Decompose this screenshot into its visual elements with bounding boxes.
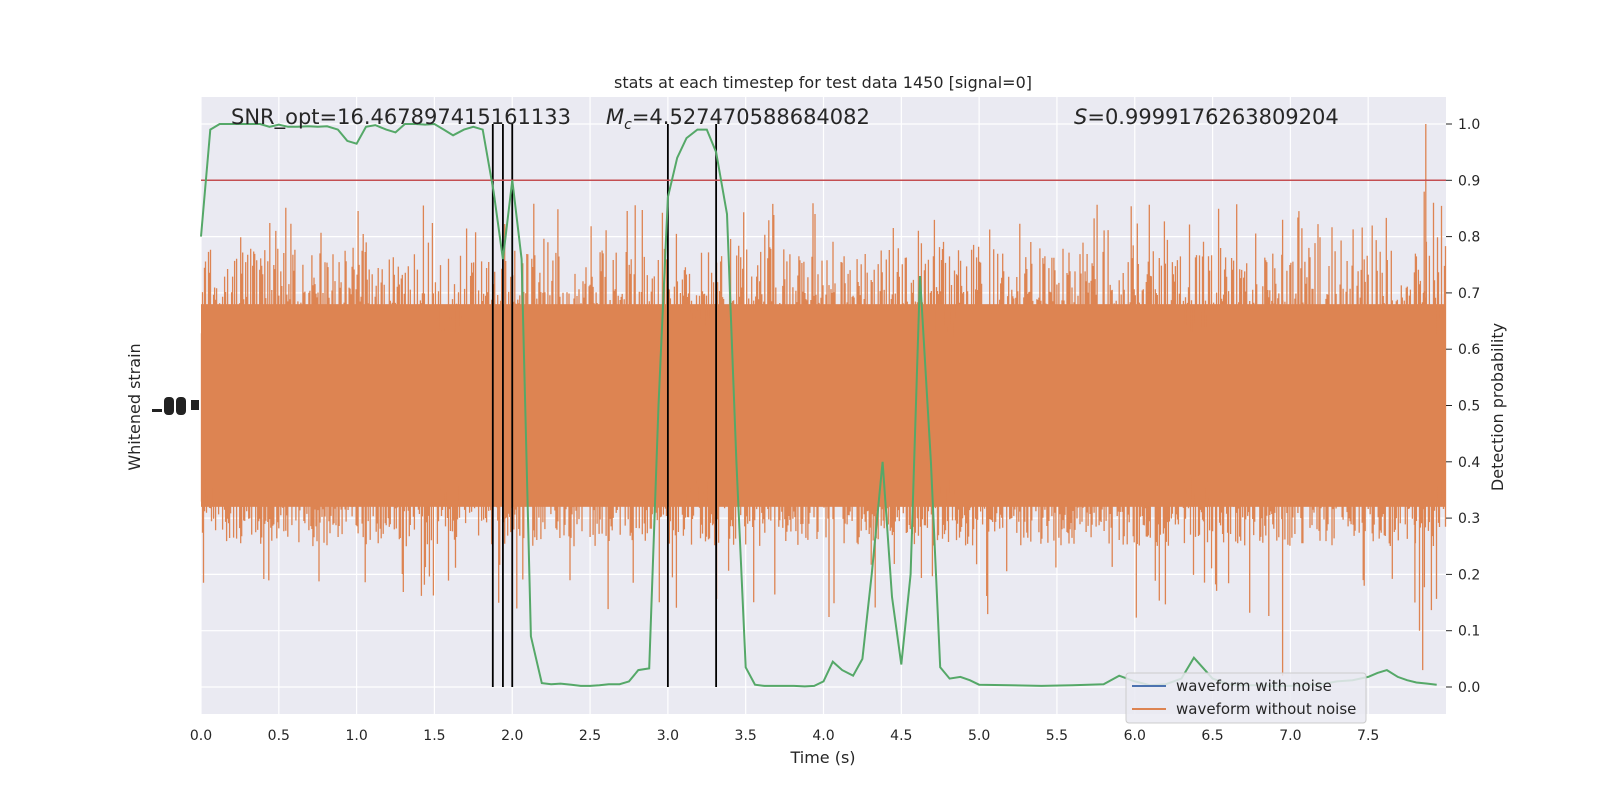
y-tick-label: 0.3	[1458, 511, 1480, 527]
x-tick-label: 1.5	[423, 728, 445, 744]
y-right-axis-label: Detection probability	[1488, 323, 1507, 491]
y-left-axis-label: Whitened strain	[125, 343, 144, 470]
y-tick-label: 0.0	[1458, 680, 1480, 696]
x-tick-label: 2.0	[501, 728, 523, 744]
x-tick-label: 5.0	[968, 728, 990, 744]
x-tick-label: 6.0	[1124, 728, 1146, 744]
y-tick-label: 0.9	[1458, 173, 1480, 189]
strain-trace	[200, 124, 1447, 676]
y-tick-label: 0.7	[1458, 286, 1480, 302]
x-tick-label: 4.5	[890, 728, 912, 744]
y-tick-label: 0.2	[1458, 567, 1480, 583]
chirp-mass-annotation: Mc=4.527470588684082	[606, 105, 870, 133]
x-tick-label: 0.5	[268, 728, 290, 744]
detection-probability-line	[200, 122, 1437, 688]
x-tick-label: 7.5	[1357, 728, 1379, 744]
x-tick-label: 3.0	[657, 728, 679, 744]
legend-label-waveform-with-noise: waveform with noise	[1176, 677, 1332, 695]
y-tick-label: 1.0	[1458, 117, 1480, 133]
y-tick-label: 0.8	[1458, 230, 1480, 246]
snr-annotation: SNR_opt=16.467897415161133	[231, 105, 571, 130]
legend: waveform with noise waveform without noi…	[1125, 672, 1367, 724]
y-tick-label: 0.4	[1458, 455, 1480, 471]
left-axis-junk-ticks	[152, 397, 199, 415]
chart-title: stats at each timestep for test data 145…	[614, 73, 1032, 92]
y-tick-label: 0.5	[1458, 399, 1480, 415]
y-tick-label: 0.6	[1458, 342, 1480, 358]
x-tick-label: 2.5	[579, 728, 601, 744]
legend-box	[1125, 672, 1367, 724]
x-tick-label: 5.5	[1046, 728, 1068, 744]
y-tick-label: 0.1	[1458, 624, 1480, 640]
s-annotation: S=0.9999176263809204	[1074, 105, 1339, 129]
x-tick-label: 7.0	[1279, 728, 1301, 744]
x-tick-label: 3.5	[735, 728, 757, 744]
x-tick-label: 1.0	[345, 728, 367, 744]
x-axis-ticks: 0.0 0.5 1.0 1.5 2.0 2.5 3.0 3.5 4.0 4.5 5.0 5.5 6.0 6…	[190, 728, 1379, 744]
y-right-axis-ticks: 0.0 0.1 0.2 0.3 0.4 0.5 0.6 0.7 0.8 0.9 1.0	[1446, 117, 1480, 696]
x-tick-label: 6.5	[1201, 728, 1223, 744]
x-axis-label: Time (s)	[789, 748, 855, 767]
strain-waveform-without-noise	[200, 124, 1447, 676]
x-tick-label: 0.0	[190, 728, 212, 744]
legend-label-waveform-without-noise: waveform without noise	[1176, 700, 1356, 718]
x-tick-label: 4.0	[812, 728, 834, 744]
